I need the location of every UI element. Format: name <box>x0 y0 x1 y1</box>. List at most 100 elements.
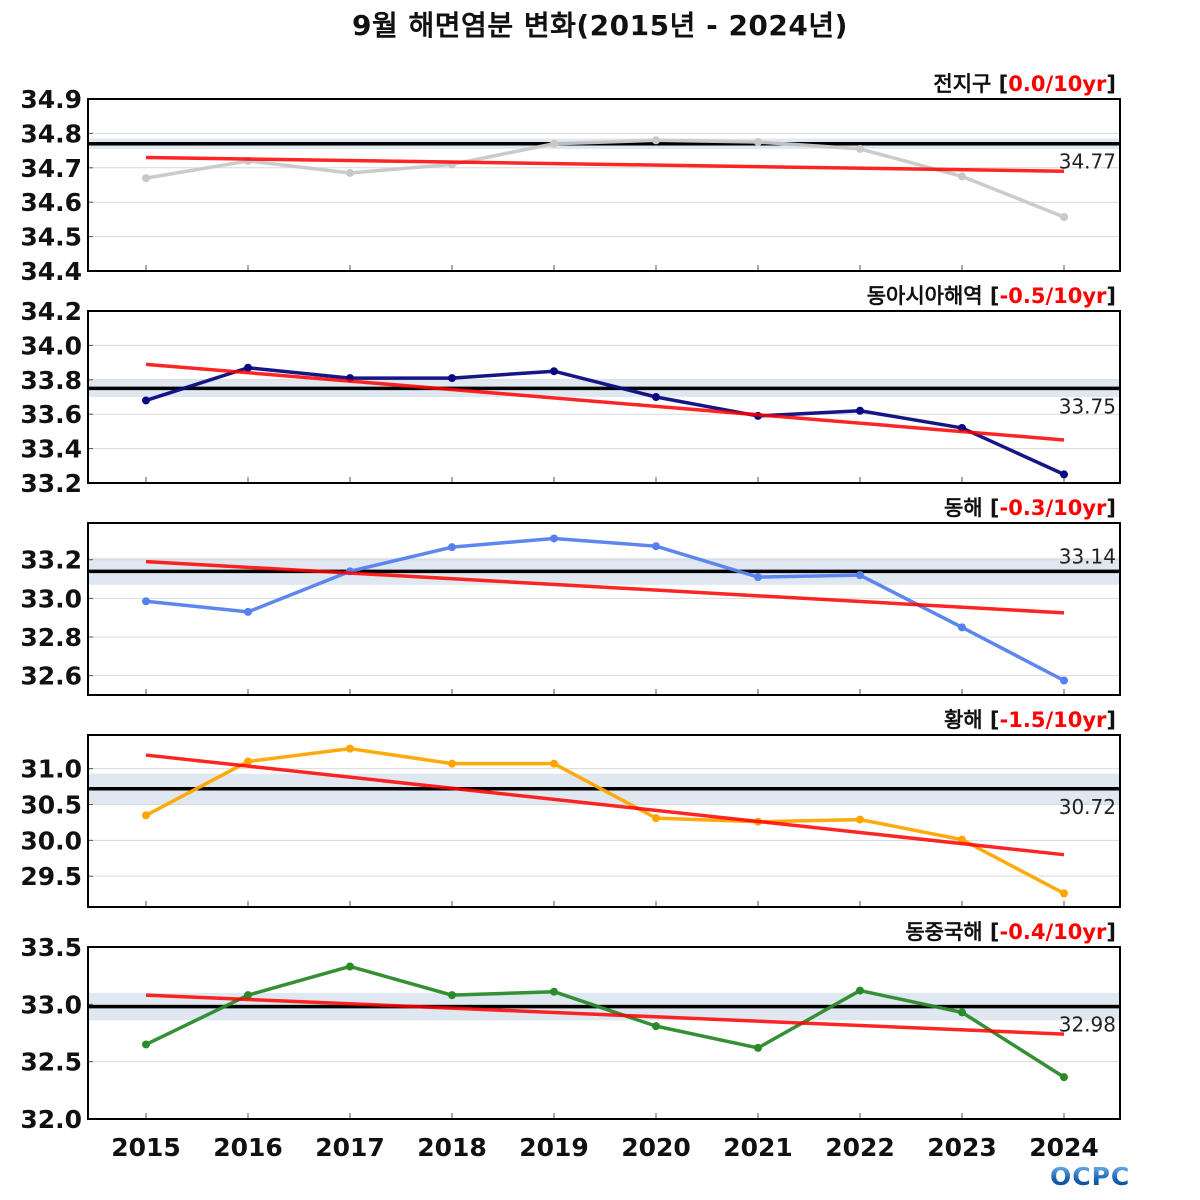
y-tick-label: 31.0 <box>20 755 82 784</box>
chart-title: 9월 해면염분 변화(2015년 - 2024년) <box>352 9 848 42</box>
mean-value-label: 30.72 <box>1059 795 1116 819</box>
y-tick-label: 33.8 <box>20 366 82 395</box>
trend-rate: -0.5/10yr <box>1000 284 1107 308</box>
panel-title: 황해 [-1.5/10yr] <box>944 708 1116 732</box>
x-tick-label: 2021 <box>723 1133 793 1162</box>
panel-2: 32.6 32.8 33.0 33.2 33.14 동해 [-0.3/10yr] <box>20 496 1121 696</box>
x-tick-label: 2017 <box>315 1133 385 1162</box>
ocpc-logo: OCPC <box>1050 1162 1131 1191</box>
x-tick-label: 2018 <box>417 1133 487 1162</box>
panel-0: 34.4 34.5 34.6 34.7 34.8 34.9 34.77 전지구 [0.0/10… <box>20 72 1121 286</box>
y-tick-label: 34.0 <box>20 331 82 360</box>
mean-value-label: 32.98 <box>1059 1013 1116 1037</box>
data-point <box>652 1022 660 1031</box>
panel-3: 29.5 30.0 30.5 31.0 30.72 황해 [-1.5/10yr] <box>20 708 1121 908</box>
y-tick-label: 32.0 <box>20 1105 82 1134</box>
data-point <box>550 367 558 376</box>
trend-line <box>145 753 1065 857</box>
data-point <box>142 597 150 606</box>
data-point <box>958 835 966 844</box>
y-tick-label: 33.0 <box>20 990 82 1019</box>
data-point <box>1060 470 1068 479</box>
data-point <box>1060 676 1068 685</box>
data-point <box>448 759 456 768</box>
y-tick-label: 30.0 <box>20 826 82 855</box>
data-point <box>1060 889 1068 898</box>
data-point <box>550 139 558 148</box>
y-tick-label: 32.6 <box>20 662 82 691</box>
data-point <box>550 987 558 996</box>
y-tick-label: 33.0 <box>20 584 82 613</box>
data-point <box>958 172 966 181</box>
y-tick-label: 34.5 <box>20 223 82 252</box>
region-name: 동해 [ <box>944 496 1000 520</box>
data-point <box>754 573 762 582</box>
data-point <box>652 136 660 145</box>
series-line <box>145 536 1065 683</box>
data-point <box>142 811 150 820</box>
x-tick-label: 2022 <box>825 1133 895 1162</box>
panel-frame <box>87 98 1121 272</box>
data-point <box>856 144 864 153</box>
trend-rate: -0.4/10yr <box>1000 920 1107 944</box>
y-tick-label: 33.2 <box>20 546 82 575</box>
data-point <box>346 744 354 753</box>
panel-frame <box>87 310 1121 484</box>
panel-1: 33.2 33.4 33.6 33.8 34.0 34.2 33.75 동아시아해역 [-0.… <box>20 284 1121 498</box>
data-point <box>346 168 354 177</box>
panel-frame <box>87 522 1121 696</box>
series-line <box>145 746 1065 895</box>
x-tick-label: 2023 <box>927 1133 997 1162</box>
data-point <box>142 1040 150 1049</box>
data-point <box>652 393 660 401</box>
data-point <box>958 1008 966 1017</box>
panel-title: 전지구 [0.0/10yr] <box>933 72 1116 96</box>
series-line <box>145 964 1065 1079</box>
y-tick-label: 33.4 <box>20 435 82 464</box>
panel-frame <box>87 946 1121 1120</box>
data-point <box>958 623 966 632</box>
y-tick-label: 30.5 <box>20 791 82 820</box>
x-tick-label: 2016 <box>213 1133 283 1162</box>
data-point <box>1060 212 1068 221</box>
data-point <box>856 406 864 415</box>
trend-rate: -1.5/10yr <box>1000 708 1107 732</box>
y-tick-label: 34.4 <box>20 257 82 286</box>
mean-value-label: 33.75 <box>1059 394 1116 418</box>
y-tick-label: 34.7 <box>20 154 82 183</box>
series-line <box>145 138 1065 219</box>
data-point <box>448 991 456 1000</box>
data-point <box>754 138 762 146</box>
region-name: 동중국해 [ <box>905 920 999 944</box>
data-point <box>244 757 252 766</box>
data-point <box>856 571 864 580</box>
x-tick-label: 2015 <box>111 1133 181 1162</box>
data-point <box>550 534 558 543</box>
trend-line <box>145 559 1065 615</box>
trend-line <box>145 362 1065 442</box>
data-point <box>856 815 864 824</box>
y-tick-label: 34.6 <box>20 188 82 217</box>
data-point <box>244 607 252 616</box>
y-tick-label: 33.6 <box>20 400 82 429</box>
y-tick-label: 34.8 <box>20 119 82 148</box>
y-tick-label: 29.5 <box>20 862 82 891</box>
panel-frame <box>87 734 1121 908</box>
panel-title: 동중국해 [-0.4/10yr] <box>905 920 1116 944</box>
data-point <box>346 962 354 971</box>
trend-line <box>145 993 1065 1036</box>
panel-4: 32.0 32.5 33.0 33.5 32.98 동중국해 [-0.4/10yr] <box>20 920 1121 1134</box>
data-point <box>142 174 150 183</box>
trend-rate: 0.0/10yr <box>1008 72 1107 96</box>
panel-title: 동해 [-0.3/10yr] <box>944 496 1116 520</box>
region-name: 전지구 [ <box>933 72 1008 96</box>
data-point <box>142 396 150 405</box>
panel-title: 동아시아해역 [-0.5/10yr] <box>867 284 1116 308</box>
bracket: ] <box>1106 920 1116 944</box>
data-point <box>754 1043 762 1052</box>
y-tick-label: 33.2 <box>20 469 82 498</box>
data-point <box>244 991 252 1000</box>
y-tick-label: 33.5 <box>20 933 82 962</box>
bracket: ] <box>1106 284 1116 308</box>
